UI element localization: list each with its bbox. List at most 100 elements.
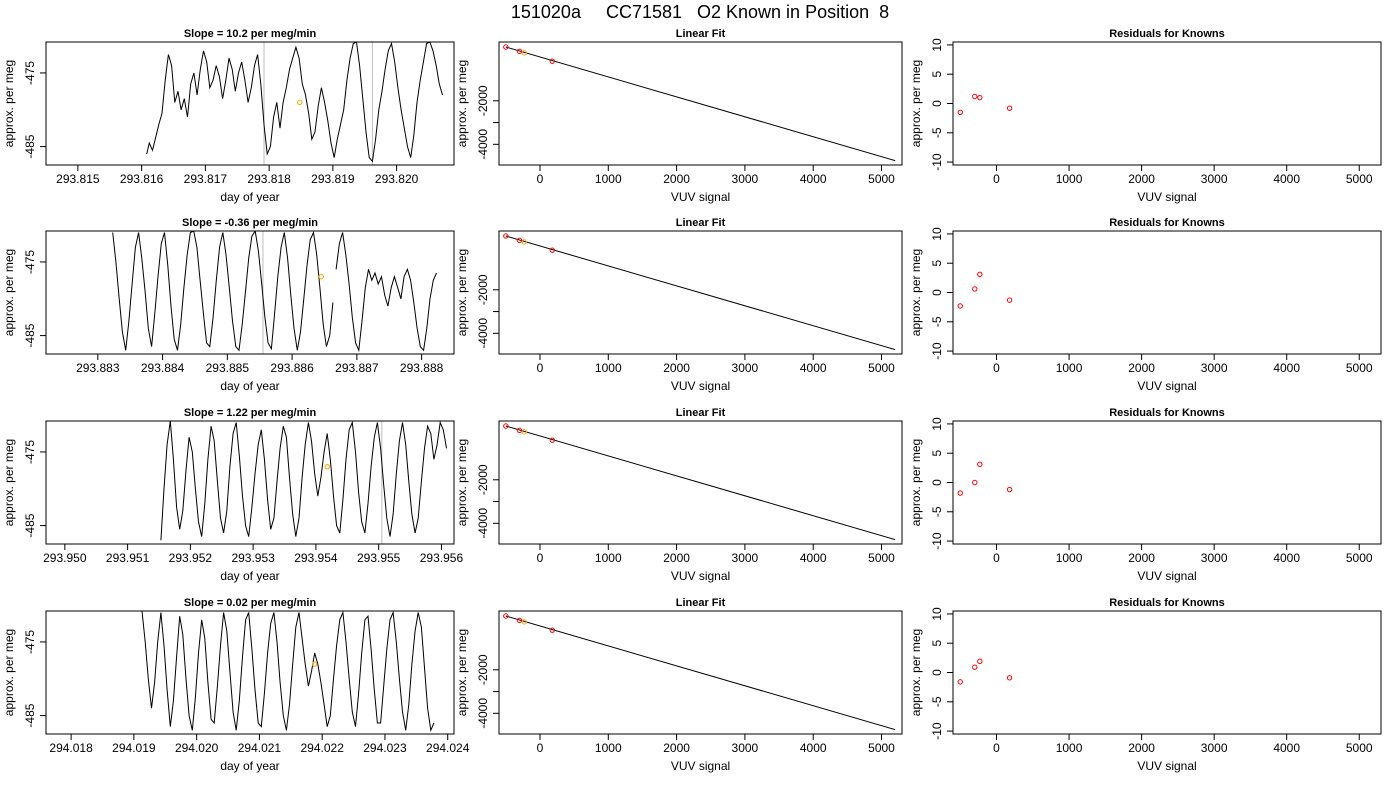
y-tick-label: 10 xyxy=(930,38,944,52)
x-tick-label: 293.956 xyxy=(420,551,464,565)
chart-title: Linear Fit xyxy=(676,407,726,419)
y-tick-label: -5 xyxy=(930,696,944,707)
x-tick-label: 294.024 xyxy=(426,741,470,755)
x-tick-label: 2000 xyxy=(1128,172,1155,186)
x-tick-label: 4000 xyxy=(800,741,827,755)
x-tick-label: 293.820 xyxy=(375,172,419,186)
series-line xyxy=(160,421,447,541)
y-tick-label: 0 xyxy=(930,479,944,486)
data-point xyxy=(972,479,978,486)
x-tick-label: 0 xyxy=(537,172,544,186)
plot-frame xyxy=(952,420,1382,545)
data-point xyxy=(972,286,978,292)
x-tick-label: 0 xyxy=(993,551,1000,565)
y-tick-label: 5 xyxy=(930,71,944,78)
y-tick-label: 5 xyxy=(930,260,944,267)
x-tick-label: 294.022 xyxy=(300,741,344,755)
data-point xyxy=(521,619,527,625)
series-line xyxy=(146,42,443,163)
y-axis-label: approx. per meg xyxy=(455,249,469,336)
x-axis-label: VUV signal xyxy=(1137,379,1196,393)
plot-frame xyxy=(952,610,1382,735)
plot-frame xyxy=(498,41,903,166)
panel-linear-fit-3: Linear Fit VUV signal approx. per meg 0 1000… xyxy=(455,407,903,583)
y-tick-label: -2000 xyxy=(476,464,490,495)
x-tick-label: 1000 xyxy=(595,361,622,375)
panel-time-series-3: Slope = 1.22 per meg/min day of year appro… xyxy=(2,407,463,583)
y-tick-label: -4000 xyxy=(476,129,490,160)
fit-line xyxy=(505,235,896,351)
panel-linear-fit-4: Linear Fit VUV signal approx. per meg 0 1000… xyxy=(455,597,903,773)
x-axis-label: VUV signal xyxy=(671,379,730,393)
y-tick-label: -2000 xyxy=(476,85,490,116)
y-tick-label: 0 xyxy=(930,669,944,676)
x-tick-label: 293.819 xyxy=(311,172,355,186)
plot-frame xyxy=(498,230,903,355)
y-axis-label: approx. per meg xyxy=(909,249,923,336)
x-tick-label: 0 xyxy=(537,361,544,375)
plot-frame xyxy=(952,230,1382,355)
x-axis-label: VUV signal xyxy=(671,569,730,583)
data-point xyxy=(503,44,509,50)
plot-frame xyxy=(45,420,455,545)
data-point xyxy=(957,679,963,685)
data-point xyxy=(1006,675,1013,681)
data-point xyxy=(1006,486,1013,493)
plot-frame xyxy=(952,41,1382,166)
x-tick-label: 294.023 xyxy=(363,741,407,755)
data-point xyxy=(957,490,963,496)
y-axis-label: approx. per meg xyxy=(455,629,469,716)
x-tick-label: 293.816 xyxy=(120,172,164,186)
x-tick-label: 5000 xyxy=(1346,172,1373,186)
chart-title: Residuals for Knowns xyxy=(1109,407,1225,419)
x-tick-label: 293.884 xyxy=(141,361,185,375)
y-axis-label: approx. per meg xyxy=(455,60,469,147)
x-tick-label: 293.953 xyxy=(231,551,275,565)
plot-area xyxy=(160,421,447,544)
data-point xyxy=(977,271,983,278)
known-point xyxy=(324,463,330,470)
y-axis-label: approx. per meg xyxy=(2,439,16,526)
x-tick-label: 0 xyxy=(537,741,544,755)
x-tick-label: 2000 xyxy=(663,361,690,375)
x-tick-label: 293.950 xyxy=(43,551,87,565)
y-tick-label: -485 xyxy=(23,703,37,727)
x-tick-label: 293.955 xyxy=(357,551,401,565)
y-tick-label: -10 xyxy=(930,722,944,740)
page-title: 151020a CC71581 O2 Known in Position 8 xyxy=(510,2,890,22)
y-axis-label: approx. per meg xyxy=(909,60,923,147)
x-tick-label: 0 xyxy=(993,361,1000,375)
plot-frame xyxy=(45,41,455,166)
x-axis-label: VUV signal xyxy=(1137,759,1196,773)
panel-residuals-1: Residuals for Knowns VUV signal approx. pe… xyxy=(909,28,1382,204)
panel-time-series-2: Slope = -0.36 per meg/min day of year appr… xyxy=(2,217,455,393)
x-tick-label: 293.818 xyxy=(247,172,291,186)
chart-title: Residuals for Knowns xyxy=(1109,217,1225,229)
plot-area xyxy=(112,231,437,354)
x-tick-label: 4000 xyxy=(1273,172,1300,186)
y-tick-label: -475 xyxy=(23,630,37,654)
data-point xyxy=(549,437,555,443)
x-tick-label: 293.954 xyxy=(294,551,338,565)
x-tick-label: 5000 xyxy=(1346,741,1373,755)
y-tick-label: -4000 xyxy=(476,698,490,729)
y-tick-label: 5 xyxy=(930,640,944,647)
x-tick-label: 5000 xyxy=(1346,551,1373,565)
y-tick-label: -2000 xyxy=(476,274,490,305)
x-tick-label: 3000 xyxy=(732,741,759,755)
y-tick-label: 10 xyxy=(930,417,944,431)
fit-line xyxy=(505,46,896,162)
known-point xyxy=(311,661,318,667)
x-tick-label: 3000 xyxy=(732,172,759,186)
x-tick-label: 2000 xyxy=(1128,361,1155,375)
plot-area xyxy=(503,44,896,162)
y-tick-label: -475 xyxy=(23,61,37,85)
data-point xyxy=(503,613,509,619)
data-point xyxy=(977,658,983,665)
x-tick-label: 1000 xyxy=(1056,172,1083,186)
y-axis-label: approx. per meg xyxy=(909,439,923,526)
chart-title: Linear Fit xyxy=(676,597,726,609)
data-point xyxy=(1006,297,1013,303)
data-point xyxy=(957,303,963,309)
x-tick-label: 5000 xyxy=(868,172,895,186)
